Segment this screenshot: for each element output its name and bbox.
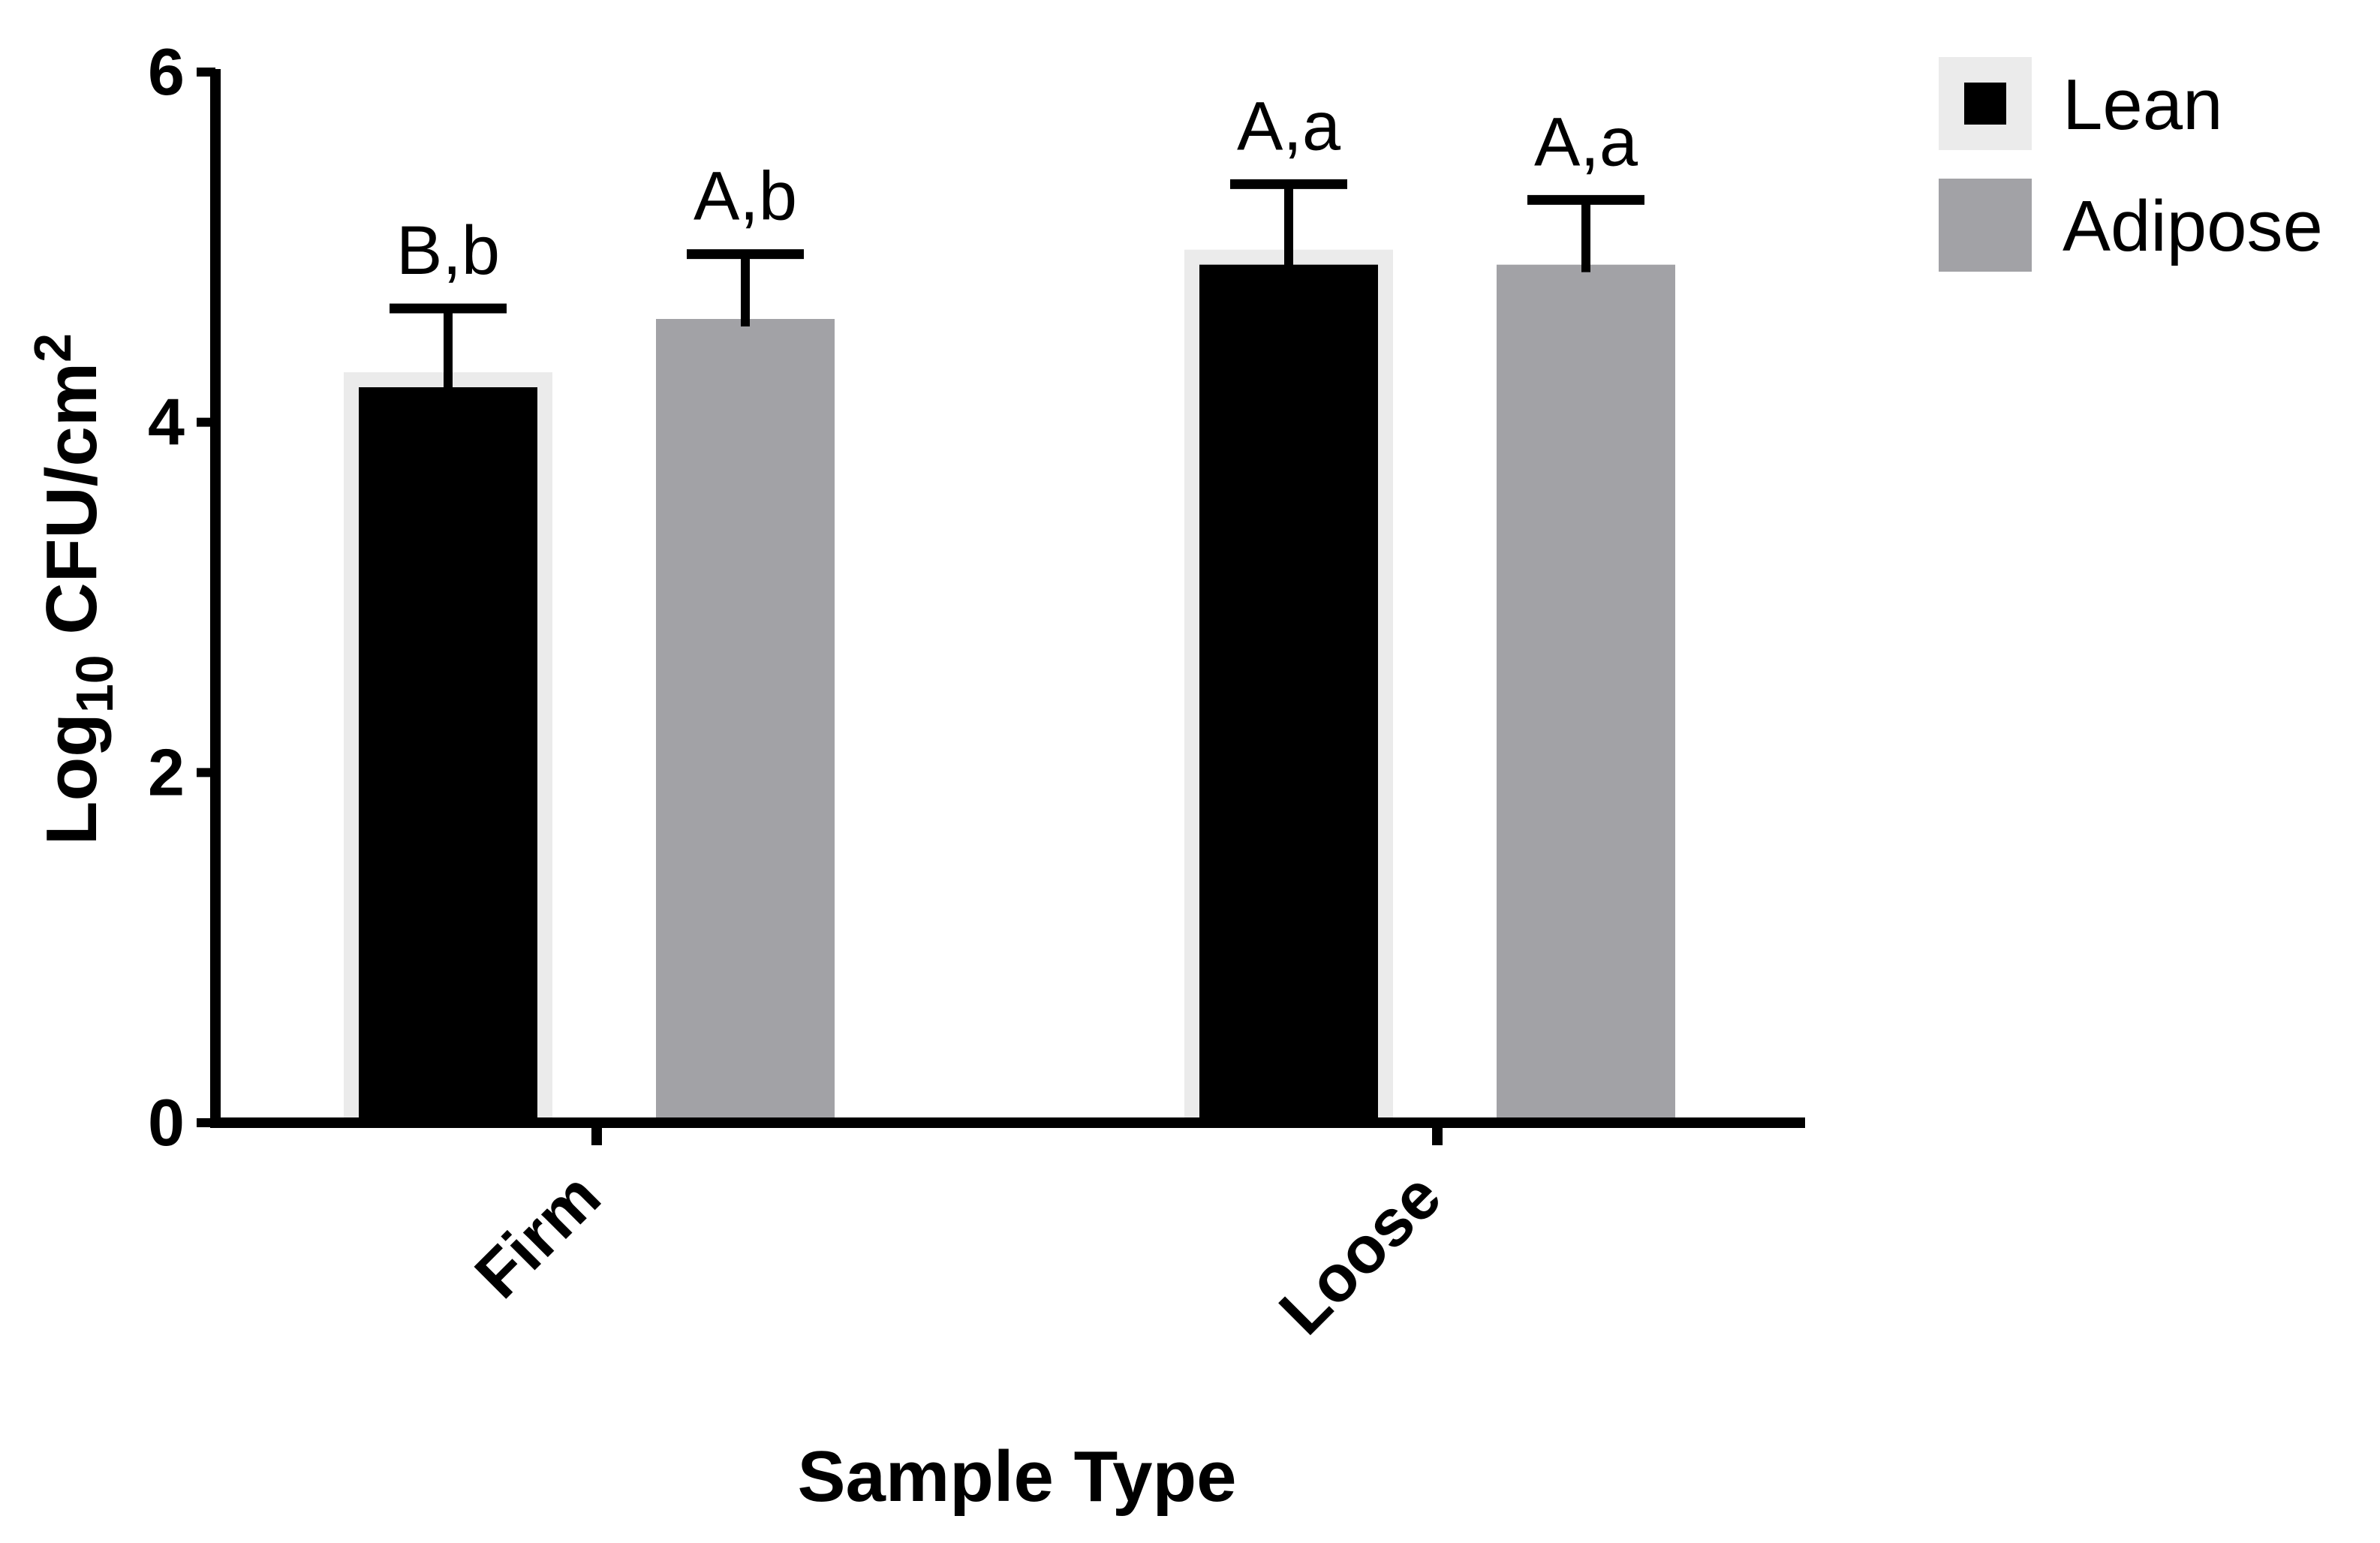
legend-label-adipose: Adipose [2063, 186, 2323, 266]
significance-label-adipose-loose: A,a [1534, 104, 1638, 180]
y-tick-label: 4 [148, 385, 185, 459]
bar-adipose-firm [656, 319, 835, 1123]
legend-item-lean: Lean [1939, 57, 2223, 150]
legend-swatch-lean [1964, 83, 2006, 125]
x-ticks-layer: Firm Loose [461, 1123, 1455, 1349]
y-axis-title: Log10 CFU/cm2 [23, 333, 124, 845]
error-bars-layer [390, 179, 1644, 395]
error-bar-lean-firm [390, 303, 507, 395]
bar-lean-loose [1199, 264, 1378, 1123]
legend-swatch-adipose [1939, 179, 2032, 272]
bar-lean-firm [359, 387, 537, 1123]
error-bar-lean-loose [1230, 179, 1347, 272]
error-bar-adipose-firm [687, 249, 804, 326]
bar-adipose-loose [1497, 264, 1675, 1123]
error-bar-adipose-loose [1527, 194, 1644, 272]
legend: Lean Adipose [1939, 57, 2323, 272]
y-tick-label: 2 [148, 735, 185, 809]
significance-labels-layer: B,b A,a A,b A,a [396, 88, 1638, 289]
x-tick-label-loose: Loose [1265, 1158, 1455, 1348]
y-tick-label: 0 [148, 1085, 185, 1160]
significance-label-lean-firm: B,b [396, 212, 500, 289]
significance-label-lean-loose: A,a [1237, 88, 1341, 164]
bars-layer [344, 249, 1675, 1123]
legend-label-lean: Lean [2063, 65, 2223, 145]
x-axis-title: Sample Type [797, 1436, 1236, 1517]
legend-item-adipose: Adipose [1939, 179, 2323, 272]
x-tick-label-firm: Firm [461, 1158, 615, 1312]
significance-label-adipose-firm: A,b [694, 158, 797, 235]
y-ticks-layer: 0 2 4 6 [148, 35, 215, 1160]
y-tick-label: 6 [148, 35, 185, 109]
